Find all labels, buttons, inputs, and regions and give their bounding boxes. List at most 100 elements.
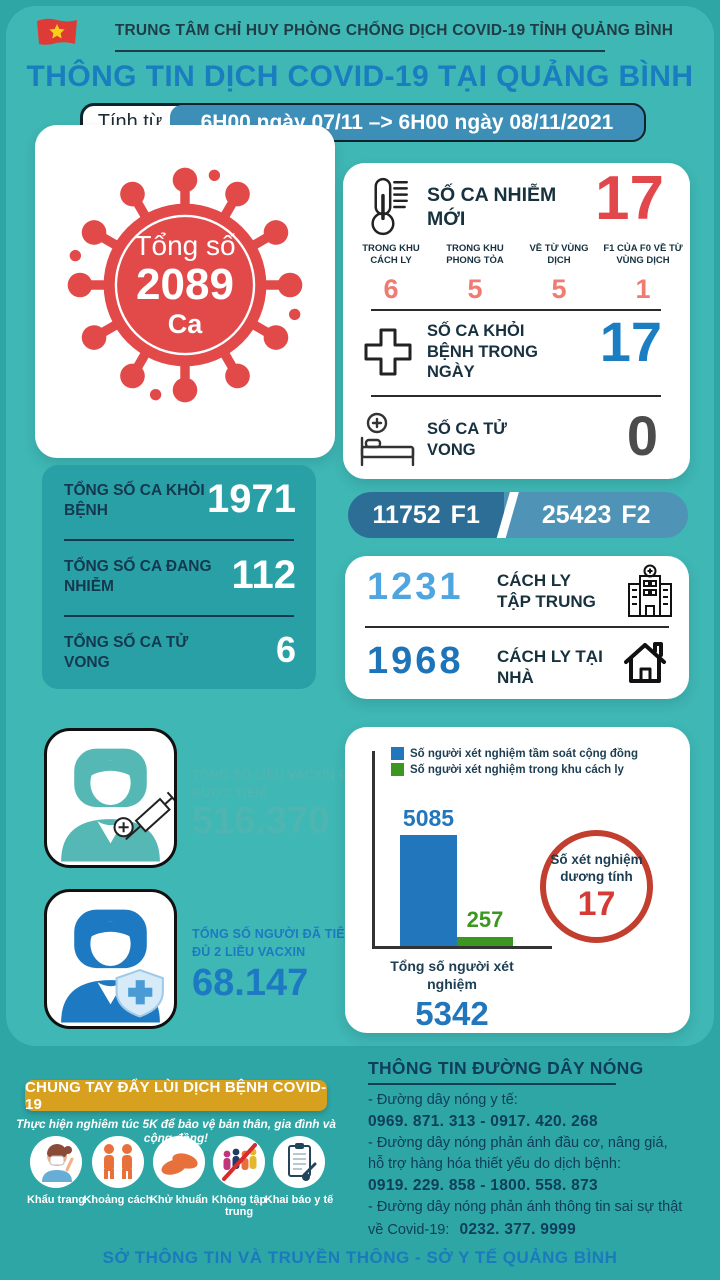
distance-icon xyxy=(92,1136,144,1188)
legend-quarantine: Số người xét nghiệm trong khu cách ly xyxy=(391,763,638,776)
chart-x-label: Tổng số người xét nghiệm xyxy=(390,958,514,992)
cumulative-recovered-row: TỔNG SỐ CA KHỎI BỆNH 1971 xyxy=(42,465,316,539)
cumulative-active-row: TỔNG SỐ CA ĐANG NHIỄM 112 xyxy=(42,541,316,615)
k-item-label: Không tập trung xyxy=(211,1194,267,1218)
centralized-quarantine-label: CÁCH LY TẬP TRUNG xyxy=(497,571,596,612)
total-cases-label: Tổng số xyxy=(134,230,236,262)
footer-credit: SỞ THÔNG TIN VÀ TRUYỀN THÔNG - SỞ Y TẾ Q… xyxy=(102,1248,618,1267)
header-divider xyxy=(115,50,605,52)
hotline-line: - Đường dây nóng phản ánh thông tin sai … xyxy=(368,1199,683,1215)
breakdown-quarantine: TRONG KHU CÁCH LY 6 xyxy=(349,243,433,305)
recovered-today-value: 17 xyxy=(599,310,662,373)
breakdown-value: 5 xyxy=(551,274,567,304)
org-title: TRUNG TÂM CHỈ HUY PHÒNG CHỐNG DỊCH COVID… xyxy=(114,22,674,39)
quarantine-tests-value: 257 xyxy=(466,907,504,932)
divider xyxy=(64,539,294,541)
mask-icon xyxy=(30,1136,82,1188)
breakdown-value: 6 xyxy=(383,274,399,304)
tests-total-value: 5342 xyxy=(415,995,489,1032)
date-range-value: 6H00 ngày 07/11 –> 6H00 ngày 08/11/2021 xyxy=(170,105,644,140)
quarantine-tests-bar xyxy=(457,937,513,946)
new-cases-value: 17 xyxy=(595,164,664,233)
community-tests-value: 5085 xyxy=(402,805,455,831)
cumulative-value: 6 xyxy=(275,629,296,670)
cumulative-card: TỔNG SỐ CA KHỎI BỆNH 1971 TỔNG SỐ CA ĐAN… xyxy=(42,465,316,689)
k-item-label: Khẩu trang xyxy=(26,1194,86,1206)
campaign-banner: CHUNG TAY ĐẨY LÙI DỊCH BỆNH COVID-19 xyxy=(25,1078,327,1113)
chart-legend: Số người xét nghiệm tầm soát cộng đồng S… xyxy=(391,747,638,779)
hotline-line: về Covid-19: 0232. 377. 9999 xyxy=(368,1221,703,1239)
daily-stats-panel: SỐ CA NHIỄM MỚI 17 TRONG KHU CÁCH LY 6 T… xyxy=(343,163,690,479)
home-icon xyxy=(624,642,666,683)
thermometer-icon xyxy=(371,177,408,236)
hotline-title: THÔNG TIN ĐƯỜNG DÂY NÓNG xyxy=(368,1058,644,1078)
recovered-today-label: SỐ CA KHỎI BỆNH TRONG NGÀY xyxy=(427,322,538,382)
no-gathering-icon xyxy=(213,1136,265,1188)
quarantine-card: 1231 CÁCH LY TẬP TRUNG 1968 CÁCH LY TẠI … xyxy=(345,556,689,699)
handwash-icon xyxy=(153,1136,205,1188)
breakdown-lockdown: TRONG KHU PHONG TỎA 5 xyxy=(433,243,517,305)
cumulative-label: TỔNG SỐ CA ĐANG NHIỄM xyxy=(64,558,212,596)
health-declaration-icon xyxy=(273,1136,325,1188)
vaccine-doses-value: 516.370 xyxy=(192,800,330,842)
vaccine-full-label: TỔNG SỐ NGƯỜI ĐÃ TIÊM ĐỦ 2 LIỀU VACXIN xyxy=(192,927,356,960)
f1-value: 11752 xyxy=(372,500,441,529)
f2-label: F2 xyxy=(621,500,651,529)
cumulative-value: 112 xyxy=(231,553,296,597)
hotline-number: 0969. 871. 313 - 0917. 420. 268 xyxy=(368,1113,598,1130)
positive-tests-badge: Số xét nghiệm dương tính 17 xyxy=(540,830,653,943)
contacts-pill: 11752 F1 25423 F2 xyxy=(348,492,688,538)
total-cases-panel: Tổng số 2089 Ca xyxy=(35,125,335,458)
nurse-shield-icon xyxy=(61,909,164,1023)
k-item-label: Khai báo y tế xyxy=(264,1194,334,1206)
hotline-line: hỗ trợ hàng hóa thiết yếu do dịch bệnh: xyxy=(368,1156,621,1172)
f1-segment: 11752 F1 xyxy=(348,492,505,538)
breakdown-label: F1 CỦA F0 VỀ TỪ VÙNG DỊCH xyxy=(603,243,683,267)
vaccine-doses-label: TỔNG SỐ LIỀU VACXIN ĐÃ ĐƯỢC TIÊM xyxy=(192,768,358,801)
cumulative-label: TỔNG SỐ CA TỬ VONG xyxy=(64,634,189,672)
k-item-label: Khử khuẩn xyxy=(149,1194,209,1206)
deaths-today-value: 0 xyxy=(626,404,658,467)
date-range-pill: Tính từ 6H00 ngày 07/11 –> 6H00 ngày 08/… xyxy=(80,103,646,142)
breakdown-label: VỀ TỪ VÙNG DỊCH xyxy=(529,243,589,267)
breakdown-label: TRONG KHU PHONG TỎA xyxy=(446,243,504,267)
legend-label: Số người xét nghiệm trong khu cách ly xyxy=(410,763,624,776)
hotline-underline xyxy=(368,1083,616,1085)
page-title: THÔNG TIN DỊCH COVID-19 TẠI QUẢNG BÌNH xyxy=(26,60,694,93)
divider xyxy=(371,309,661,311)
f1-label: F1 xyxy=(450,500,480,529)
community-tests-bar xyxy=(400,835,457,946)
vaccine-doses-box xyxy=(44,728,177,868)
hotline-line: - Đường dây nóng y tế: xyxy=(368,1092,518,1108)
f2-segment: 25423 F2 xyxy=(504,492,688,538)
legend-label: Số người xét nghiệm tầm soát cộng đồng xyxy=(410,747,638,760)
home-quarantine-label: CÁCH LY TẠI NHÀ xyxy=(497,647,603,688)
virus-icon xyxy=(67,167,303,403)
hospital-bed-icon xyxy=(360,412,415,467)
vaccine-full-box xyxy=(44,889,177,1029)
testing-chart-panel: 5085 257 Số người xét nghiệm tầm soát cộ… xyxy=(345,727,690,1033)
legend-community: Số người xét nghiệm tầm soát cộng đồng xyxy=(391,747,638,760)
chart-axes: 5085 257 xyxy=(372,751,552,949)
total-cases-value: 2089 xyxy=(136,260,234,310)
home-quarantine-value: 1968 xyxy=(367,640,464,682)
hospital-building-icon xyxy=(628,564,672,617)
divider xyxy=(365,626,669,628)
divider xyxy=(64,615,294,617)
breakdown-returnees: VỀ TỪ VÙNG DỊCH 5 xyxy=(517,243,601,305)
f2-value: 25423 xyxy=(541,500,612,529)
positive-tests-label: Số xét nghiệm dương tính xyxy=(550,851,643,884)
blue-swatch-icon xyxy=(391,747,404,760)
centralized-quarantine-value: 1231 xyxy=(367,566,464,608)
hotline-line-prefix: về Covid-19: xyxy=(368,1222,450,1238)
new-cases-label: SỐ CA NHIỄM MỚI xyxy=(427,184,557,231)
deaths-today-label: SỐ CA TỬ VONG xyxy=(427,420,507,459)
breakdown-label: TRONG KHU CÁCH LY xyxy=(362,243,420,267)
medical-cross-icon xyxy=(364,328,412,376)
green-swatch-icon xyxy=(391,763,404,776)
breakdown-f1: F1 CỦA F0 VỀ TỪ VÙNG DỊCH 1 xyxy=(601,243,685,305)
cumulative-deaths-row: TỔNG SỐ CA TỬ VONG 6 xyxy=(42,617,316,691)
hotline-line: - Đường dây nóng phản ánh đầu cơ, nâng g… xyxy=(368,1135,668,1151)
total-cases-block: Tổng số 2089 Ca xyxy=(62,162,308,408)
cumulative-value: 1971 xyxy=(207,477,296,521)
